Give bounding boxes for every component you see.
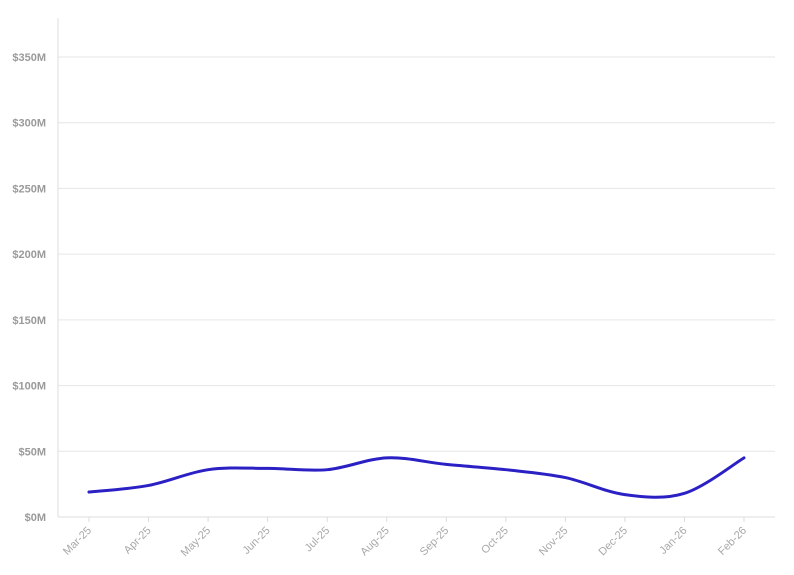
x-tick-label-6: Sep-25 [418, 525, 452, 559]
y-tick-label-4: $200M [12, 249, 46, 261]
x-tick-label-5: Aug-25 [358, 525, 392, 559]
y-tick-label-3: $150M [12, 315, 46, 327]
series-lines [87, 456, 746, 499]
x-tick-label-0: Mar-25 [61, 525, 94, 558]
x-tick-label-11: Feb-26 [716, 525, 749, 558]
y-tick-label-6: $300M [12, 118, 46, 130]
y-tick-label-1: $50M [18, 446, 46, 458]
x-tick-label-7: Oct-25 [479, 525, 511, 557]
x-tick-label-2: May-25 [179, 525, 213, 559]
gridlines [58, 56, 775, 452]
x-tick-label-8: Nov-25 [537, 525, 571, 559]
x-tick-label-10: Jan-26 [657, 525, 689, 557]
x-axis-tick-labels: Mar-25 Apr-25 May-25 Jun-25 Jul-25 Aug-25 Sep-… [61, 525, 749, 559]
axes [57, 18, 775, 522]
x-tick-label-1: Apr-25 [122, 525, 154, 557]
y-tick-label-2: $100M [12, 381, 46, 393]
y-tick-label-7: $350M [12, 52, 46, 64]
y-tick-label-0: $0M [25, 512, 46, 524]
x-tick-label-4: Jul-25 [303, 525, 333, 555]
y-axis-tick-labels: $0M $50M $100M $150M $200M $250M $300M $350M [12, 52, 46, 524]
y-tick-label-5: $250M [12, 183, 46, 195]
x-tick-label-9: Dec-25 [596, 525, 630, 559]
series-line-0 [87, 456, 746, 499]
x-tick-label-3: Jun-25 [240, 525, 272, 557]
